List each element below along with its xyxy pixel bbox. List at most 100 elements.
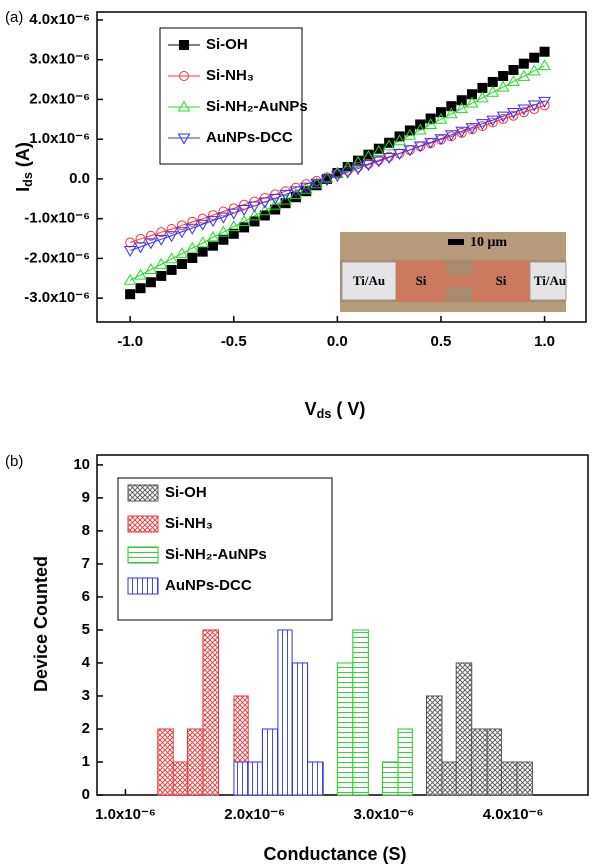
marker	[208, 240, 219, 251]
x-tick-label: 3.0x10⁻⁶	[353, 806, 414, 823]
marker	[268, 193, 282, 205]
y-tick-label: -1.0x10⁻⁶	[24, 210, 90, 227]
legend-marker	[177, 100, 191, 112]
bar	[202, 629, 219, 796]
bar	[516, 761, 533, 796]
marker	[444, 107, 458, 119]
marker	[125, 289, 136, 300]
marker	[382, 139, 396, 151]
marker	[175, 227, 189, 239]
x-tick-label: 1.0x10⁻⁶	[95, 806, 156, 823]
y-tick-label: -3.0x10⁻⁶	[24, 289, 90, 306]
legend-marker	[179, 40, 189, 50]
marker	[373, 143, 384, 154]
marker	[166, 224, 177, 234]
marker	[341, 167, 355, 179]
marker	[434, 112, 448, 124]
marker	[197, 246, 208, 257]
legend-marker	[179, 71, 189, 81]
marker	[527, 64, 541, 76]
marker	[487, 117, 498, 128]
marker	[268, 198, 282, 210]
y-tick-label: 8	[82, 522, 90, 539]
x-tick-label: 4.0x10⁻⁶	[483, 806, 544, 823]
marker	[508, 110, 519, 121]
marker	[299, 182, 313, 194]
bar	[441, 761, 457, 796]
y-tick-label: 3.0x10⁻⁶	[29, 51, 90, 68]
panel-label: (b)	[5, 453, 23, 470]
x-tick-label: -1.0	[117, 333, 143, 350]
marker	[258, 204, 272, 216]
legend-label: AuNPs-DCC	[165, 577, 252, 594]
bar	[277, 629, 293, 796]
marker	[258, 197, 272, 209]
bar	[157, 728, 174, 796]
marker	[165, 231, 178, 243]
marker	[538, 96, 551, 108]
marker	[206, 230, 220, 242]
inset-label: Si	[416, 273, 427, 288]
y-tick-label: 4	[82, 654, 91, 671]
axis-title: Conductance (S)	[263, 844, 406, 864]
marker	[227, 208, 241, 220]
marker	[477, 82, 488, 93]
y-tick-label: 2.0x10⁻⁶	[29, 90, 90, 107]
marker	[539, 100, 550, 111]
marker	[156, 270, 167, 281]
y-tick-label: 0.0	[69, 170, 90, 187]
marker	[145, 277, 156, 288]
marker	[518, 58, 529, 69]
axis-title: Device Counted	[31, 556, 51, 692]
marker	[248, 209, 261, 221]
marker	[455, 126, 469, 138]
marker	[424, 117, 437, 129]
bar	[397, 728, 413, 796]
marker	[486, 85, 500, 97]
legend-marker	[177, 133, 191, 145]
legend-swatch	[127, 515, 159, 533]
legend-box	[159, 27, 303, 165]
y-tick-label: 1.0x10⁻⁶	[29, 130, 90, 147]
marker	[145, 230, 156, 241]
y-tick-label: 4.0x10⁻⁶	[29, 11, 90, 28]
marker	[477, 121, 488, 132]
marker	[456, 95, 467, 106]
marker	[393, 148, 406, 160]
marker	[187, 253, 198, 264]
marker	[413, 123, 427, 135]
marker	[517, 69, 531, 81]
axis-title-unit: (A)	[13, 142, 33, 167]
marker	[166, 264, 177, 275]
marker	[384, 137, 395, 148]
marker	[197, 213, 208, 224]
x-tick-label: 0.0	[327, 333, 348, 350]
marker	[424, 137, 437, 149]
bar	[233, 761, 249, 796]
marker	[279, 189, 292, 201]
marker	[123, 245, 137, 257]
bar	[336, 662, 354, 796]
marker	[434, 134, 448, 146]
marker	[508, 65, 519, 76]
marker	[435, 107, 446, 118]
inset-scale: 10 μm	[470, 235, 507, 250]
x-tick-label: 2.0x10⁻⁶	[224, 806, 285, 823]
bar	[455, 662, 473, 796]
x-tick-label: -0.5	[221, 333, 247, 350]
bar	[500, 761, 518, 796]
y-tick-label: 10	[73, 456, 90, 473]
inset-label: Ti/Au	[353, 273, 385, 288]
marker	[444, 130, 458, 142]
marker	[496, 111, 510, 123]
marker	[382, 152, 396, 164]
marker	[476, 119, 489, 131]
plot-frame	[96, 11, 587, 323]
legend-swatch	[127, 484, 159, 502]
marker	[341, 160, 355, 172]
marker	[134, 268, 147, 280]
axis-title-main: V	[305, 399, 317, 419]
marker	[196, 236, 210, 248]
marker	[465, 123, 479, 135]
